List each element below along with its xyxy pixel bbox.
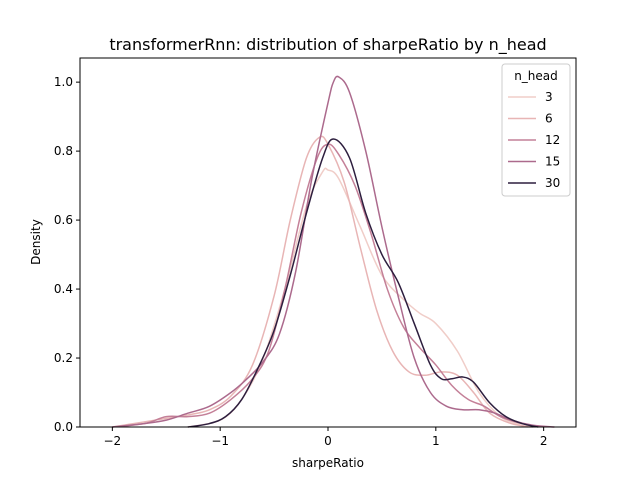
x-tick-label: 0 (324, 434, 332, 448)
plot-area (112, 75, 555, 428)
legend-title: n_head (514, 69, 558, 83)
y-axis-label: Density (29, 219, 43, 265)
series-line-6 (112, 135, 533, 428)
y-tick-label: 0.0 (54, 420, 73, 434)
x-tick-label: 1 (432, 434, 440, 448)
x-axis-label: sharpeRatio (292, 456, 364, 470)
series-line-15 (112, 75, 555, 428)
chart-title: transformerRnn: distribution of sharpeRa… (109, 35, 546, 55)
series-line-12 (112, 143, 544, 428)
y-tick-label: 0.6 (54, 213, 73, 227)
legend-label-30: 30 (545, 176, 560, 190)
x-tick-label: −2 (103, 434, 121, 448)
legend-label-6: 6 (545, 112, 553, 126)
series-line-30 (187, 138, 539, 428)
axis-ticks: −2 −1 0 1 2 0.0 0.2 0.4 0.6 0.8 1.0 (54, 75, 548, 448)
x-tick-label: −1 (211, 434, 229, 448)
legend-label-12: 12 (545, 133, 560, 147)
legend-label-15: 15 (545, 155, 560, 169)
y-tick-label: 0.2 (54, 351, 73, 365)
y-tick-label: 1.0 (54, 75, 73, 89)
legend-label-3: 3 (545, 90, 553, 104)
y-tick-label: 0.4 (54, 282, 73, 296)
y-tick-label: 0.8 (54, 144, 73, 158)
x-tick-label: 2 (540, 434, 548, 448)
legend: n_head 3 6 12 15 30 (501, 63, 571, 197)
